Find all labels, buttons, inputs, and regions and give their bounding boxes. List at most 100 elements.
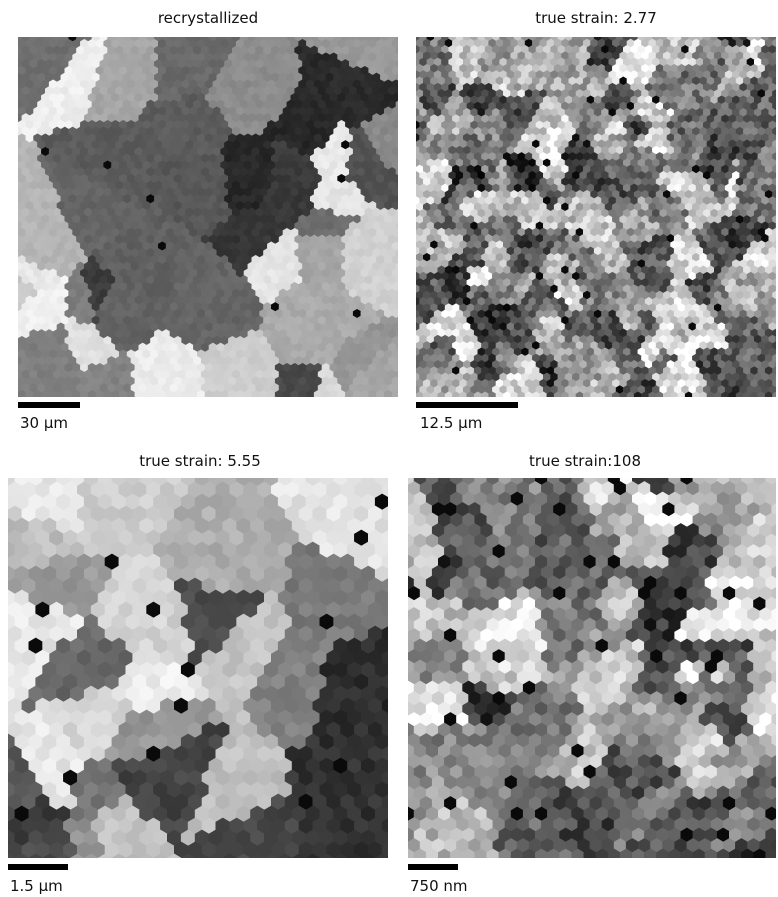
grain-cell	[400, 107, 408, 116]
grain-cell	[26, 390, 34, 399]
grain-cell	[197, 404, 205, 413]
grain-cell	[408, 309, 416, 318]
grain-cell	[338, 404, 346, 413]
grain-cell	[205, 404, 213, 413]
grain-cell	[400, 377, 408, 386]
grain-cell	[404, 316, 412, 325]
grain-cell	[361, 404, 369, 413]
grain-cell	[267, 404, 275, 413]
grain-cell	[190, 390, 198, 399]
grain-cell	[217, 397, 225, 406]
grain-cell	[404, 87, 412, 96]
grain-cell	[408, 147, 416, 156]
grain-cell	[92, 397, 100, 406]
grain-cell	[400, 350, 408, 359]
grain-cell	[404, 249, 412, 258]
grain-cell	[186, 397, 194, 406]
grain-cell	[404, 289, 412, 298]
grain-cell	[404, 181, 412, 190]
grain-cell	[404, 33, 412, 42]
grain-cell	[260, 404, 268, 413]
grain-cell	[306, 390, 314, 399]
grain-cell	[166, 404, 174, 413]
grain-cell	[80, 390, 88, 399]
grain-cell	[174, 404, 182, 413]
grain-cell	[135, 390, 143, 399]
grain-cell	[392, 404, 400, 413]
grain-cell	[408, 404, 416, 413]
grain-cell	[213, 404, 221, 413]
grain-cell	[49, 390, 57, 399]
panel-title: true strain: 2.77	[535, 9, 657, 27]
grain-cell	[404, 397, 412, 406]
grain-cell	[240, 397, 248, 406]
grain-cell	[143, 390, 151, 399]
grain-cell	[252, 404, 260, 413]
grain-cell	[299, 390, 307, 399]
grain-cell	[80, 404, 88, 413]
grain-cell	[408, 242, 416, 251]
grain-cell	[408, 201, 416, 210]
grain-cell	[260, 390, 268, 399]
grain-cell	[408, 377, 416, 386]
grain-cell	[310, 397, 318, 406]
grain-cell	[400, 255, 408, 264]
grain-cell	[408, 93, 416, 102]
grain-cell	[287, 397, 295, 406]
grain-cell	[295, 397, 303, 406]
grain-cell	[143, 404, 151, 413]
grain-cell	[104, 404, 112, 413]
grain-cell	[205, 390, 213, 399]
grain-cell	[318, 397, 326, 406]
grain-cell	[279, 397, 287, 406]
grain-cell	[151, 390, 159, 399]
orientation-map	[14, 33, 415, 413]
grain-cell	[404, 262, 412, 271]
panel-title: true strain:108	[529, 452, 641, 470]
grain-cell	[135, 404, 143, 413]
grain-cell	[404, 235, 412, 244]
grain-cell	[377, 404, 385, 413]
grain-cell	[400, 53, 408, 62]
grain-cell	[57, 390, 65, 399]
grain-cell	[338, 390, 346, 399]
grain-cell	[404, 60, 412, 69]
grain-cell	[291, 404, 299, 413]
grain-cell	[314, 390, 322, 399]
grain-cell	[404, 276, 412, 285]
grain-cell	[96, 404, 104, 413]
grain-cell	[112, 390, 120, 399]
grain-cell	[197, 390, 205, 399]
panel-title: recrystallized	[158, 9, 258, 27]
grain-cell	[408, 39, 416, 48]
grain-cell	[96, 390, 104, 399]
grain-cell	[404, 100, 412, 109]
grain-cell	[404, 154, 412, 163]
grain-cell	[404, 141, 412, 150]
grain-cell	[326, 397, 334, 406]
grain-cell	[334, 397, 342, 406]
grain-cell	[400, 269, 408, 278]
grain-cell	[408, 269, 416, 278]
grain-cell	[369, 404, 377, 413]
grain-cell	[41, 390, 49, 399]
grain-cell	[404, 370, 412, 379]
grain-cell	[408, 188, 416, 197]
grain-cell	[392, 390, 400, 399]
grain-cell	[404, 384, 412, 393]
panel-title: true strain: 5.55	[139, 452, 261, 470]
grain-cell	[345, 404, 353, 413]
grain-cell	[314, 404, 322, 413]
grain-cell	[404, 343, 412, 352]
grain-cell	[400, 66, 408, 75]
grain-cell	[400, 323, 408, 332]
grain-cell	[166, 390, 174, 399]
grain-cell	[108, 397, 116, 406]
grain-cell	[408, 215, 416, 224]
grain-cell	[384, 390, 392, 399]
grain-cell	[131, 397, 139, 406]
grain-cell	[408, 390, 416, 399]
grain-cell	[162, 397, 170, 406]
grain-cell	[342, 397, 350, 406]
orientation-map	[412, 33, 778, 413]
